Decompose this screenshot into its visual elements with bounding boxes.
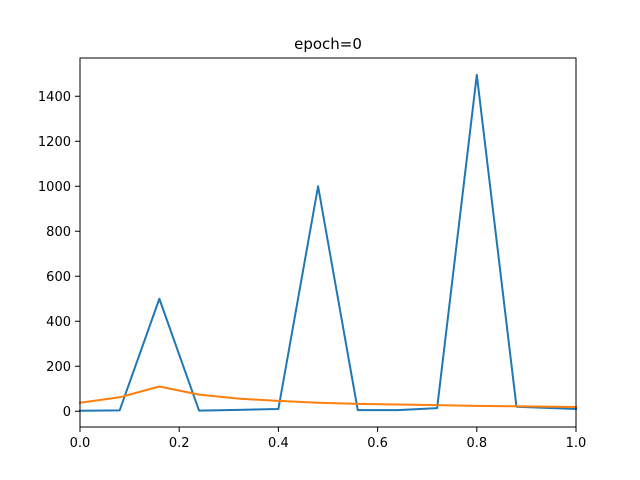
y-tick-label: 400 (46, 315, 71, 330)
axes-layer: 0.0 0.2 0.4 0.6 0.8 1.0 0 200 400 600 800 1000 1200 1… (38, 57, 587, 451)
chart-title: epoch=0 (294, 35, 362, 53)
y-tick-label: 200 (46, 360, 71, 375)
x-tick-label: 0.8 (466, 436, 487, 451)
y-tick-label: 1200 (38, 135, 71, 150)
x-tick-label: 0.2 (169, 436, 190, 451)
x-tick-label: 0.0 (70, 436, 91, 451)
y-tick-label: 600 (46, 270, 71, 285)
series-line-2 (78, 385, 578, 408)
plot-frame (79, 57, 577, 428)
series-layer (78, 73, 578, 412)
y-tick-label: 1400 (38, 90, 71, 105)
y-tick-label: 1000 (38, 180, 71, 195)
series-line-1 (78, 73, 578, 412)
y-tick-label: 0 (63, 405, 71, 420)
x-tick-label: 1.0 (566, 436, 587, 451)
y-tick-label: 800 (46, 225, 71, 240)
x-tick-label: 0.4 (268, 436, 289, 451)
x-tick-label: 0.6 (367, 436, 388, 451)
